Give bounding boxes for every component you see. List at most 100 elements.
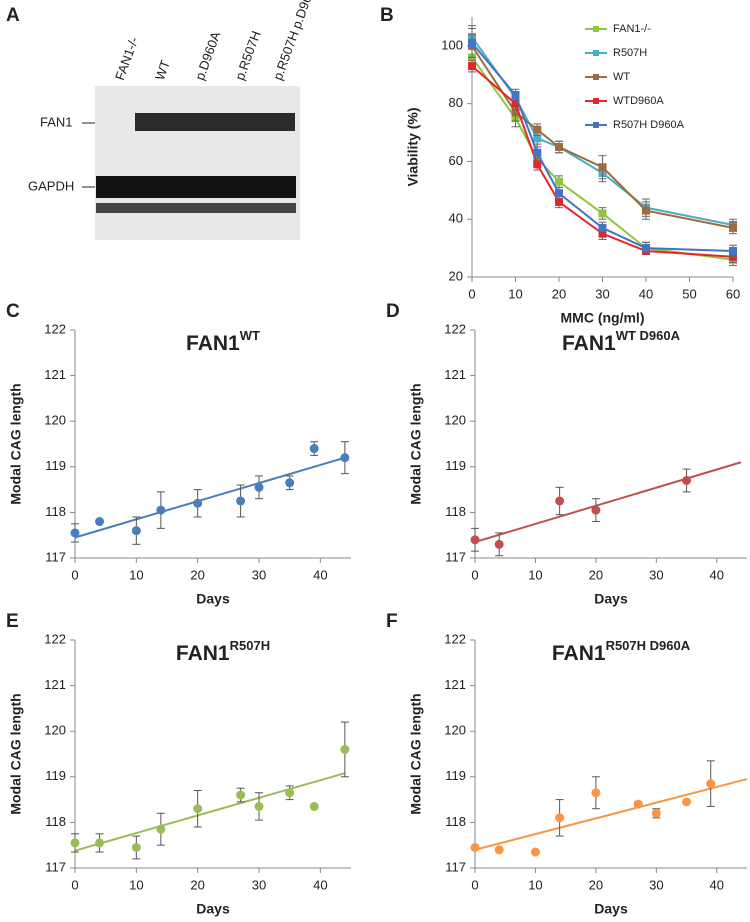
lane-label: WT	[152, 58, 173, 82]
x-tick-label: 0	[471, 877, 478, 892]
y-tick-label: 120	[444, 723, 466, 738]
point	[494, 539, 504, 549]
marker	[511, 108, 520, 117]
marker	[729, 247, 737, 255]
panel-label: E	[6, 611, 19, 632]
point	[236, 496, 246, 506]
point	[555, 813, 565, 823]
marker	[598, 223, 607, 232]
legend-marker	[593, 98, 599, 104]
point	[285, 788, 295, 798]
trendline	[74, 772, 346, 852]
panel-label: B	[380, 5, 394, 26]
marker	[533, 160, 542, 169]
lane-label: p.R507H	[232, 29, 264, 82]
x-tick-label: 40	[639, 286, 653, 301]
point	[591, 788, 601, 798]
y-tick-label: 121	[444, 677, 466, 692]
x-tick-label: 20	[552, 286, 566, 301]
marker	[555, 197, 563, 206]
marker	[555, 177, 563, 186]
blot-image	[95, 86, 300, 240]
point	[131, 526, 141, 536]
y-tick-label: 122	[44, 321, 66, 336]
y-tick-label: 119	[45, 768, 66, 783]
marker	[511, 91, 520, 99]
point	[254, 801, 264, 811]
y-tick-label: 122	[444, 631, 466, 646]
band-label: FAN1	[40, 114, 73, 129]
x-tick-label: 30	[649, 567, 663, 582]
x-tick-label: 10	[129, 567, 143, 582]
title-main: FAN1	[186, 332, 240, 355]
marker	[729, 223, 737, 232]
chart-title: FAN1R507H	[176, 638, 270, 665]
trendline	[474, 778, 748, 851]
x-tick-label: 0	[71, 567, 78, 582]
legend-marker	[593, 26, 599, 32]
x-tick-label: 10	[528, 567, 542, 582]
y-tick-label: 120	[44, 413, 66, 428]
marker	[511, 99, 520, 108]
legend-label: R507H D960A	[613, 119, 685, 131]
point	[470, 535, 480, 545]
x-tick-label: 20	[190, 877, 204, 892]
point	[70, 838, 80, 848]
marker	[598, 163, 607, 172]
legend-marker	[593, 122, 599, 128]
y-tick-label: 117	[45, 549, 66, 564]
y-tick-label: 20	[449, 268, 463, 283]
marker	[555, 189, 563, 198]
y-tick-label: 122	[444, 321, 466, 336]
panel-label: F	[386, 611, 398, 632]
series-line	[471, 45, 734, 229]
legend-label: R507H	[613, 47, 647, 59]
legend-marker	[593, 74, 599, 80]
lower-band	[96, 203, 296, 213]
title-superscript: WT D960A	[616, 328, 681, 343]
lane-label: FAN1-/-	[112, 35, 141, 82]
y-tick-label: 121	[44, 677, 66, 692]
y-axis-label: Modal CAG length	[8, 383, 24, 504]
y-tick-label: 122	[44, 631, 66, 646]
y-tick-label: 121	[444, 367, 466, 382]
x-tick-label: 10	[129, 877, 143, 892]
point	[340, 453, 350, 463]
y-tick-label: 120	[44, 723, 66, 738]
chart-title: FAN1R507H D960A	[552, 638, 691, 665]
x-axis-label: MMC (ng/ml)	[561, 310, 645, 326]
point	[156, 505, 166, 515]
title-superscript: R507H	[230, 638, 270, 653]
marker	[468, 39, 476, 47]
x-tick-label: 50	[682, 286, 696, 301]
chart-title: FAN1WT D960A	[562, 328, 681, 355]
y-tick-label: 117	[445, 549, 466, 564]
y-tick-label: 121	[44, 367, 66, 382]
marker	[642, 244, 650, 253]
point	[254, 482, 264, 492]
point	[633, 799, 643, 809]
title-main: FAN1	[552, 642, 606, 665]
point	[494, 845, 504, 855]
marker	[533, 125, 542, 134]
point	[530, 847, 540, 857]
y-tick-label: 80	[449, 95, 463, 110]
x-tick-label: 10	[508, 286, 522, 301]
x-axis-label: Days	[594, 901, 628, 917]
y-tick-label: 117	[445, 859, 466, 874]
marker	[533, 148, 542, 157]
legend-label: WT	[613, 71, 630, 83]
y-tick-label: 119	[445, 768, 466, 783]
point	[682, 797, 692, 807]
trendline	[74, 456, 346, 539]
y-tick-label: 118	[45, 814, 66, 829]
point	[193, 498, 203, 508]
y-tick-label: 117	[45, 859, 66, 874]
marker	[533, 134, 542, 143]
legend-label: WTD960A	[613, 95, 664, 107]
series-line	[471, 36, 734, 226]
x-tick-label: 40	[313, 877, 327, 892]
point	[156, 824, 166, 834]
y-tick-label: 119	[45, 458, 66, 473]
